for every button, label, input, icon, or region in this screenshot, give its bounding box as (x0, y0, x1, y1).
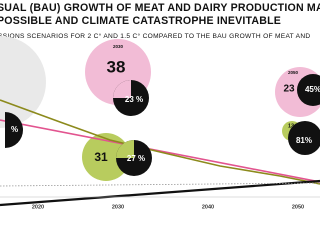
value: 23 (283, 84, 295, 95)
year-label: 2050 (292, 204, 304, 210)
year-label: 2030 (112, 204, 124, 210)
line (0, 179, 320, 207)
pie-slice (116, 140, 134, 158)
pie (297, 74, 320, 106)
year-label: 2040 (202, 204, 214, 210)
line (0, 119, 320, 183)
year: 2050 (288, 70, 299, 75)
subtitle: SSIONS SCENARIOS FOR 2 C° AND 1.5 C° COM… (0, 32, 310, 40)
pct: 45% (305, 85, 320, 94)
line (0, 182, 320, 187)
pct: 23 % (125, 95, 143, 104)
value: 38 (107, 57, 126, 76)
pie-slice (113, 80, 131, 98)
page: {"header": {"title_line1": "SUAL (BAU) G… (0, 1, 320, 211)
title: SUAL (BAU) GROWTH OF MEAT AND DAIRY PROD… (0, 2, 320, 14)
value: 13 (288, 123, 294, 129)
line (0, 99, 320, 185)
year-label: 2020 (32, 204, 44, 210)
infographic: SUAL (BAU) GROWTH OF MEAT AND DAIRY PROD… (0, 2, 320, 210)
year: 2030 (113, 44, 124, 49)
bubble (82, 133, 130, 181)
pie (5, 112, 23, 148)
pct: % (11, 125, 18, 134)
pct: 27 % (127, 154, 145, 163)
pie (288, 121, 320, 155)
pct: 81% (296, 136, 312, 145)
title: POSSIBLE AND CLIMATE CATASTROPHE INEVITA… (0, 15, 281, 27)
value: 31 (94, 150, 108, 164)
